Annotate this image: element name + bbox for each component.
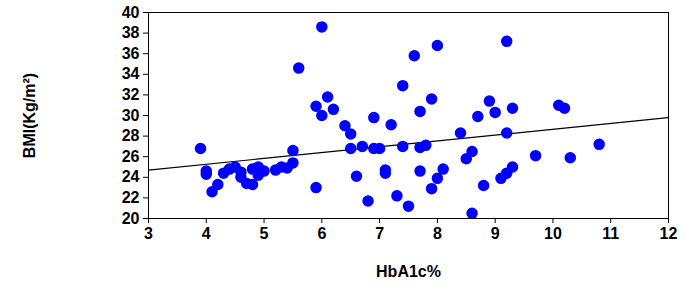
svg-text:32: 32 xyxy=(122,86,140,103)
svg-text:8: 8 xyxy=(433,225,442,242)
svg-text:40: 40 xyxy=(122,4,140,21)
svg-text:10: 10 xyxy=(544,225,562,242)
svg-text:30: 30 xyxy=(122,107,140,124)
svg-text:36: 36 xyxy=(122,45,140,62)
svg-text:24: 24 xyxy=(122,168,140,185)
svg-text:3: 3 xyxy=(144,225,153,242)
svg-text:12: 12 xyxy=(660,225,678,242)
svg-text:5: 5 xyxy=(260,225,269,242)
svg-text:38: 38 xyxy=(122,24,140,41)
svg-text:28: 28 xyxy=(122,127,140,144)
svg-text:6: 6 xyxy=(317,225,326,242)
svg-text:34: 34 xyxy=(122,65,140,82)
svg-text:7: 7 xyxy=(375,225,384,242)
svg-text:20: 20 xyxy=(122,210,140,227)
svg-text:9: 9 xyxy=(491,225,500,242)
svg-text:26: 26 xyxy=(122,148,140,165)
svg-text:BMI(Kg/m²): BMI(Kg/m²) xyxy=(21,73,38,158)
svg-text:4: 4 xyxy=(202,225,211,242)
svg-text:11: 11 xyxy=(602,225,619,242)
svg-text:HbA1c%: HbA1c% xyxy=(376,263,441,280)
svg-text:22: 22 xyxy=(122,189,140,206)
